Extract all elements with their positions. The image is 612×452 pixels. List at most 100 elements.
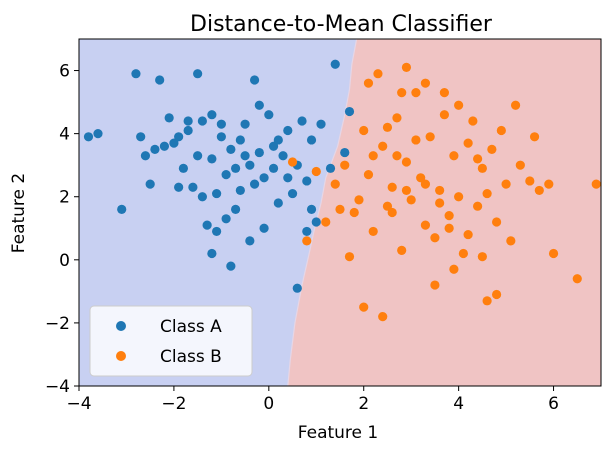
point-class-a-51: [226, 261, 236, 271]
point-class-b-74: [477, 252, 487, 262]
class-a-region: [79, 39, 357, 386]
point-class-b-53: [392, 151, 402, 161]
point-class-a-26: [254, 147, 264, 158]
point-class-a-56: [240, 151, 250, 161]
series-class-b: [287, 62, 601, 322]
point-class-b-36: [496, 125, 506, 136]
point-class-a-7: [159, 141, 170, 151]
point-class-a-33: [287, 188, 298, 199]
y-tick-label: −4: [45, 377, 70, 397]
point-class-b-1: [302, 236, 312, 246]
point-class-a-21: [231, 204, 241, 214]
point-class-b-30: [468, 116, 478, 126]
plot-area: [78, 38, 602, 387]
point-class-a-2: [117, 204, 127, 214]
point-class-b-15: [397, 245, 407, 255]
point-class-b-22: [430, 233, 440, 243]
point-class-b-17: [406, 195, 416, 205]
point-class-a-58: [273, 135, 283, 145]
legend-marker-class-b: [116, 351, 126, 361]
point-class-b-42: [534, 185, 544, 196]
point-class-a-16: [207, 110, 217, 120]
point-class-b-25: [444, 211, 454, 221]
point-class-a-35: [297, 116, 307, 126]
y-tick-label: 0: [59, 251, 70, 271]
point-class-a-38: [311, 217, 321, 227]
legend-label-class-b: Class B: [160, 347, 222, 367]
point-class-a-65: [325, 163, 336, 173]
y-axis: −4 −2 0 2 4 6: [45, 62, 79, 397]
point-class-a-27: [259, 173, 269, 183]
point-class-b-48: [359, 302, 369, 312]
x-tick-label: −2: [161, 394, 186, 414]
point-class-b-41: [525, 176, 535, 186]
point-class-a-55: [302, 226, 312, 237]
point-class-b-56: [401, 185, 412, 196]
point-class-a-22: [235, 185, 245, 196]
point-class-b-65: [454, 100, 464, 110]
point-class-b-49: [430, 280, 440, 290]
point-class-b-59: [473, 154, 483, 164]
point-class-a-29: [268, 141, 279, 151]
point-class-b-31: [473, 201, 483, 211]
point-class-a-15: [202, 220, 212, 230]
point-class-b-70: [529, 132, 540, 142]
y-axis-label: Feature 2: [9, 173, 29, 253]
point-class-b-46: [591, 179, 601, 189]
point-class-a-28: [264, 110, 274, 120]
point-class-b-5: [340, 160, 350, 170]
point-class-a-61: [216, 119, 226, 129]
point-class-b-33: [482, 296, 492, 306]
point-class-b-19: [416, 173, 426, 183]
point-class-b-71: [363, 78, 374, 88]
point-class-b-16: [401, 157, 412, 167]
point-class-b-51: [463, 229, 473, 240]
point-class-a-40: [183, 116, 193, 126]
y-tick-label: 4: [59, 125, 70, 145]
point-class-a-67: [344, 106, 355, 117]
point-class-b-28: [458, 248, 468, 259]
point-class-b-52: [492, 289, 502, 300]
point-class-b-9: [368, 226, 378, 237]
point-class-b-34: [487, 144, 497, 155]
point-class-b-29: [463, 138, 473, 148]
point-class-b-26: [449, 151, 459, 161]
point-class-a-48: [174, 182, 184, 192]
decision-boundary: [287, 38, 358, 387]
point-class-a-6: [155, 75, 165, 85]
point-class-b-58: [435, 198, 445, 208]
point-class-a-25: [249, 75, 260, 85]
y-tick-label: 6: [59, 62, 70, 82]
point-class-b-73: [439, 88, 449, 98]
point-class-a-53: [292, 283, 302, 293]
point-class-b-45: [572, 274, 582, 284]
point-class-b-24: [439, 110, 449, 120]
point-class-b-32: [477, 163, 487, 173]
point-class-b-27: [454, 192, 464, 202]
x-axis-label: Feature 1: [298, 423, 378, 443]
point-class-a-13: [193, 151, 203, 161]
point-class-a-44: [235, 135, 245, 145]
point-class-a-69: [136, 132, 146, 142]
point-class-a-47: [164, 113, 174, 123]
point-class-b-13: [387, 182, 397, 192]
point-class-b-63: [397, 88, 407, 98]
point-class-a-11: [183, 125, 193, 136]
point-class-b-40: [515, 160, 525, 170]
point-class-b-38: [506, 236, 516, 246]
point-class-b-69: [482, 188, 492, 199]
point-class-a-20: [226, 144, 236, 155]
point-class-a-23: [240, 119, 250, 129]
point-class-a-14: [197, 116, 207, 126]
point-class-a-57: [249, 179, 260, 189]
x-tick-label: 0: [263, 394, 274, 414]
point-class-a-10: [178, 163, 188, 173]
point-class-a-31: [278, 151, 288, 161]
point-class-b-43: [544, 179, 554, 189]
point-class-a-4: [140, 151, 151, 161]
point-class-b-50: [449, 264, 459, 274]
point-class-a-66: [340, 147, 350, 158]
series-class-a: [83, 59, 355, 293]
y-tick-label: −2: [45, 314, 70, 334]
